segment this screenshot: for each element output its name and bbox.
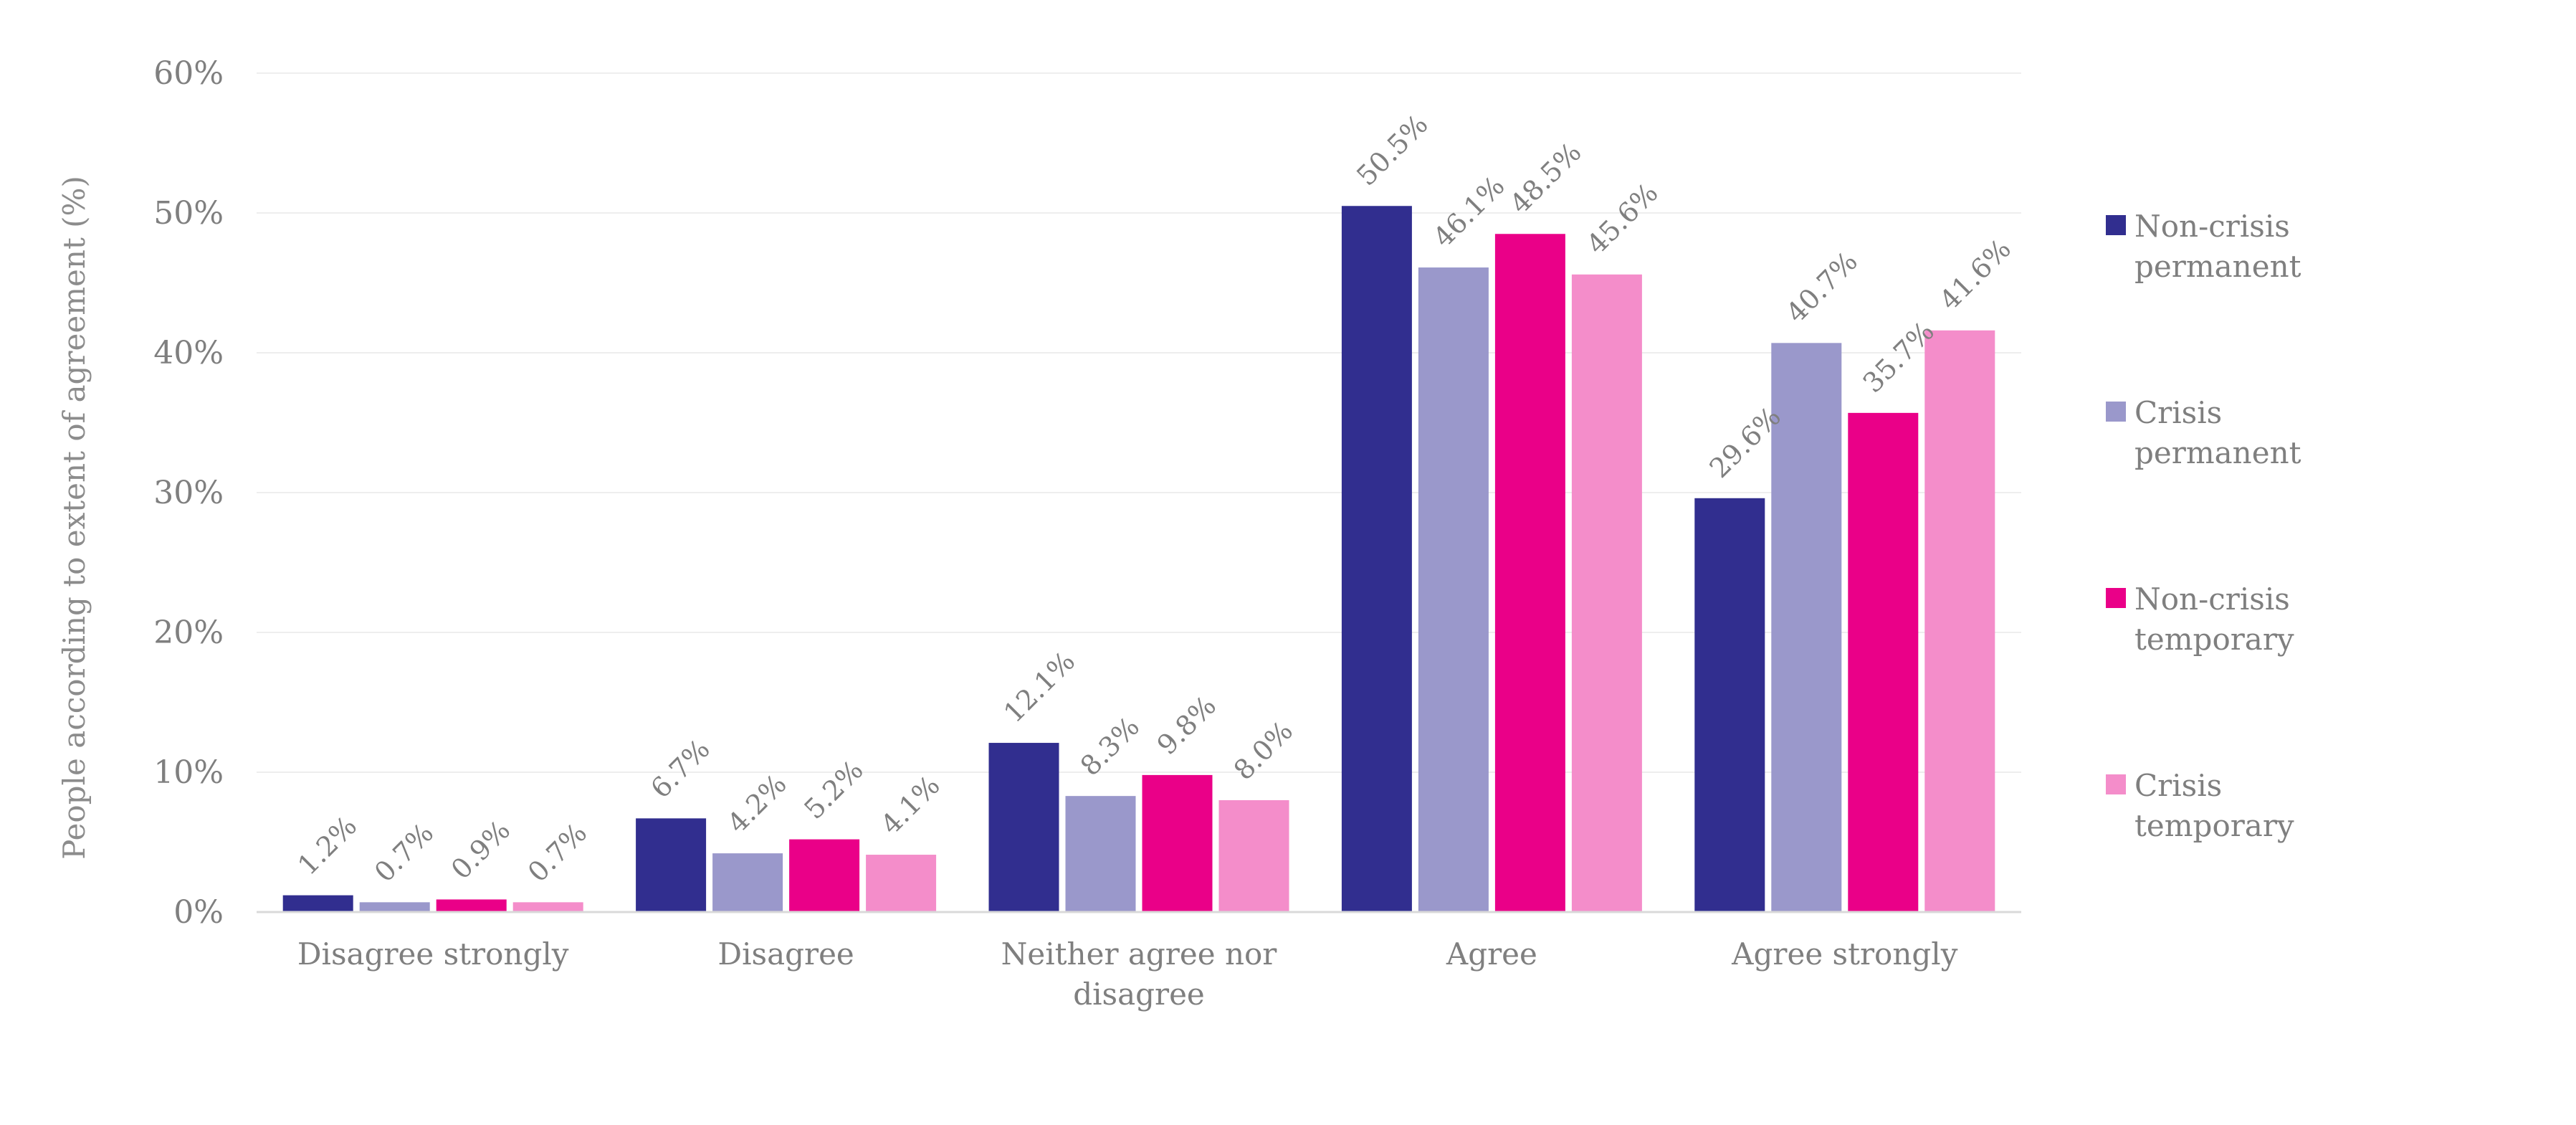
data-label: 50.5% xyxy=(1350,108,1434,191)
bar xyxy=(359,902,430,912)
y-tick-label: 30% xyxy=(153,475,224,511)
bar xyxy=(1418,267,1489,912)
x-tick-label: Disagree xyxy=(717,936,854,972)
bar xyxy=(866,855,937,912)
bar xyxy=(1218,800,1289,912)
x-tick-label: Neither agree nor disagree xyxy=(1001,936,1278,1012)
data-label: 0.9% xyxy=(445,814,516,885)
data-label: 12.1% xyxy=(998,645,1081,728)
bar xyxy=(1142,774,1213,912)
bar xyxy=(436,899,507,912)
bar xyxy=(1924,330,1995,912)
legend-label: Crisis permanent xyxy=(2134,395,2301,470)
bar xyxy=(1771,343,1842,913)
bars xyxy=(282,206,1995,913)
y-tick-label: 0% xyxy=(173,894,224,931)
bar xyxy=(1341,206,1412,912)
data-label: 4.2% xyxy=(721,768,792,839)
x-tick-label: Agree strongly xyxy=(1731,936,1958,972)
legend-label: Non-crisis temporary xyxy=(2134,582,2294,657)
data-label: 40.7% xyxy=(1780,245,1864,328)
y-tick-label: 20% xyxy=(153,614,224,651)
data-label: 0.7% xyxy=(368,817,439,888)
x-tick-label: Disagree strongly xyxy=(297,936,569,972)
data-label: 8.3% xyxy=(1074,711,1145,782)
data-label: 0.7% xyxy=(522,817,593,888)
data-label: 6.7% xyxy=(644,733,715,804)
data-label: 5.2% xyxy=(798,754,869,825)
bar xyxy=(1848,412,1919,912)
legend-swatch xyxy=(2106,215,2126,235)
data-label: 8.0% xyxy=(1228,715,1299,786)
bar xyxy=(789,839,860,912)
y-tick-label: 40% xyxy=(153,335,224,371)
bar xyxy=(1494,234,1565,912)
bar xyxy=(512,902,583,912)
data-label: 41.6% xyxy=(1934,233,2017,316)
data-label: 48.5% xyxy=(1504,136,1587,219)
bar xyxy=(636,818,707,912)
legend: Non-crisis permanent Crisis permanent Non-cr… xyxy=(2106,209,2301,843)
data-label: 4.1% xyxy=(874,769,945,840)
legend-swatch xyxy=(2106,402,2126,422)
x-tick-label: Agree xyxy=(1446,936,1537,972)
data-label: 9.8% xyxy=(1151,690,1222,761)
y-tick-label: 60% xyxy=(153,55,224,92)
bar xyxy=(1065,796,1136,912)
legend-label: Crisis temporary xyxy=(2134,768,2294,843)
data-label: 45.6% xyxy=(1580,177,1664,260)
axes: 0% 10% 20% 30% 40% 50% 60% Disagree strongly Dis… xyxy=(153,55,2021,1012)
bar xyxy=(988,743,1059,912)
y-axis-label: People according to extent of agreement … xyxy=(57,176,92,860)
legend-swatch xyxy=(2106,588,2126,608)
data-label: 1.2% xyxy=(292,810,363,881)
bar xyxy=(712,853,783,912)
bar xyxy=(1571,274,1642,912)
bar xyxy=(282,895,353,912)
legend-label: Non-crisis permanent xyxy=(2134,209,2301,284)
y-tick-label: 50% xyxy=(153,195,224,232)
legend-swatch xyxy=(2106,774,2126,794)
y-tick-label: 10% xyxy=(153,754,224,791)
bar xyxy=(1694,498,1765,912)
